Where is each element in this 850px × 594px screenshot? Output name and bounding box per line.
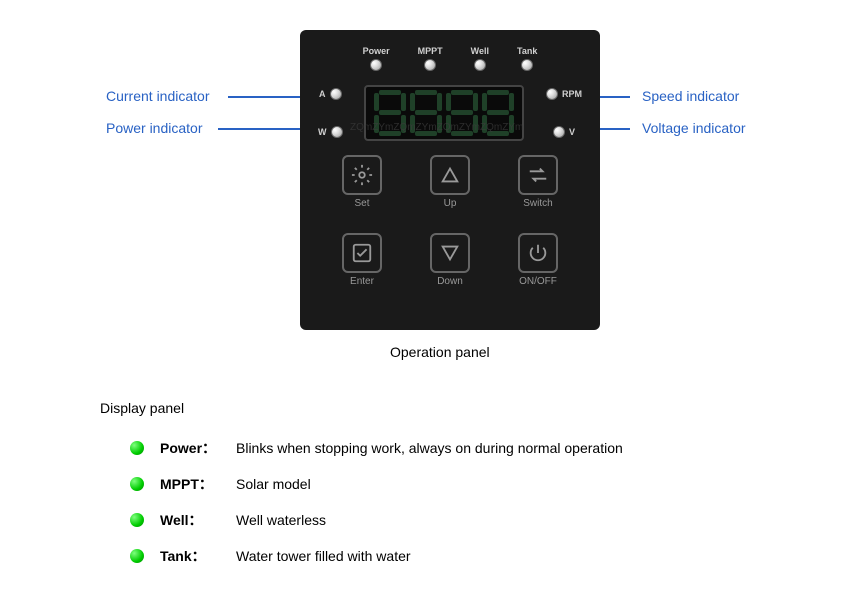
led-volts: V [553,126,575,138]
led-tank: Tank [517,46,537,71]
led-dot-icon [546,88,558,100]
left-side-leds: A W [318,88,343,138]
btn-label: Switch [523,198,552,209]
legend-desc: Blinks when stopping work, always on dur… [236,440,623,456]
btn-label: Down [437,276,463,287]
led-dot-icon [424,59,436,71]
callout-current: Current indicator [106,88,210,104]
btn-label: Enter [350,276,374,287]
gear-icon [351,164,373,186]
legend-list: Power： Blinks when stopping work, always… [130,430,623,574]
panel-caption: Operation panel [390,344,490,360]
down-button[interactable]: Down [421,233,479,291]
legend-key: Tank： [160,546,220,566]
right-side-leds: RPM V [546,88,582,138]
switch-button[interactable]: Switch [509,155,567,213]
callout-line [218,128,312,130]
green-dot-icon [130,513,144,527]
led-rpm: RPM [546,88,582,100]
operation-panel: Power MPPT Well Tank A W [300,30,600,330]
led-power: Power [363,46,390,71]
led-label: V [569,127,575,137]
led-dot-icon [474,59,486,71]
led-amps: A [319,88,342,100]
led-well: Well [471,46,489,71]
led-label: Tank [517,46,537,56]
callout-power: Power indicator [106,120,203,136]
led-label: Well [471,46,489,56]
legend-row-mppt: MPPT： Solar model [130,466,623,502]
set-button[interactable]: Set [333,155,391,213]
led-label: A [319,89,326,99]
legend-key: Power： [160,438,220,458]
legend-row-power: Power： Blinks when stopping work, always… [130,430,623,466]
triangle-down-icon [439,242,461,264]
led-dot-icon [553,126,565,138]
legend-desc: Well waterless [236,512,326,528]
led-dot-icon [521,59,533,71]
legend-desc: Water tower filled with water [236,548,411,564]
btn-label: Up [444,198,457,209]
enter-button[interactable]: Enter [333,233,391,291]
swap-icon [527,164,549,186]
power-icon [527,242,549,264]
legend-row-tank: Tank： Water tower filled with water [130,538,623,574]
led-label: W [318,127,327,137]
legend-row-well: Well： Well waterless [130,502,623,538]
up-button[interactable]: Up [421,155,479,213]
legend-key: MPPT： [160,474,220,494]
onoff-button[interactable]: ON/OFF [509,233,567,291]
led-dot-icon [331,126,343,138]
check-icon [351,242,373,264]
led-mppt: MPPT [418,46,443,71]
led-label: MPPT [418,46,443,56]
watermark-text: ZQmZYmZQmZYmZQmZYmZQmZYm [350,122,550,133]
led-label: RPM [562,89,582,99]
green-dot-icon [130,477,144,491]
legend-desc: Solar model [236,476,311,492]
green-dot-icon [130,441,144,455]
triangle-up-icon [439,164,461,186]
callout-voltage: Voltage indicator [642,120,746,136]
btn-label: Set [354,198,369,209]
led-watts: W [318,126,343,138]
legend-title: Display panel [100,400,184,416]
led-dot-icon [370,59,382,71]
green-dot-icon [130,549,144,563]
legend-key: Well： [160,510,220,530]
top-leds-row: Power MPPT Well Tank [318,46,582,71]
callout-speed: Speed indicator [642,88,739,104]
led-label: Power [363,46,390,56]
btn-label: ON/OFF [519,276,557,287]
led-dot-icon [330,88,342,100]
button-grid: Set Up Switch Enter Down ON/OFF [318,155,582,291]
